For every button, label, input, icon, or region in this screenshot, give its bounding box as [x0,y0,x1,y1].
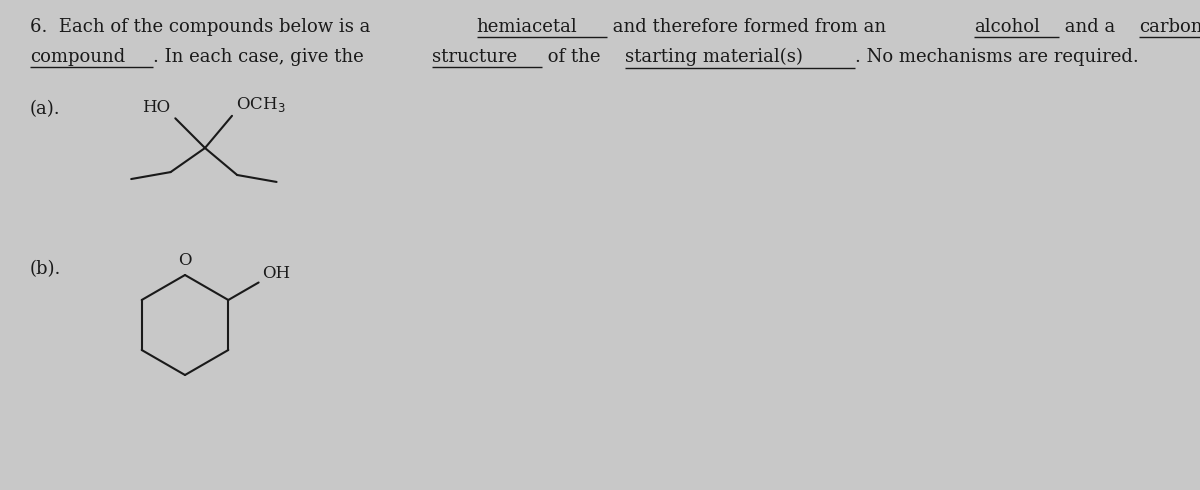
Text: OH: OH [263,265,290,281]
Text: (a).: (a). [30,100,61,118]
Text: . No mechanisms are required.: . No mechanisms are required. [854,48,1139,66]
Text: . In each case, give the: . In each case, give the [152,48,370,66]
Text: structure: structure [432,48,517,66]
Text: 6.  Each of the compounds below is a: 6. Each of the compounds below is a [30,18,376,36]
Text: compound: compound [30,48,125,66]
Text: (b).: (b). [30,260,61,278]
Text: alcohol: alcohol [974,18,1040,36]
Text: OCH$_3$: OCH$_3$ [236,95,286,114]
Text: and therefore formed from an: and therefore formed from an [607,18,892,36]
Text: HO: HO [142,99,170,116]
Text: O: O [179,252,192,269]
Text: and a: and a [1060,18,1121,36]
Text: hemiacetal: hemiacetal [476,18,577,36]
Text: of the: of the [542,48,606,66]
Text: starting material(s): starting material(s) [625,48,803,66]
Text: carbonyl: carbonyl [1139,18,1200,36]
